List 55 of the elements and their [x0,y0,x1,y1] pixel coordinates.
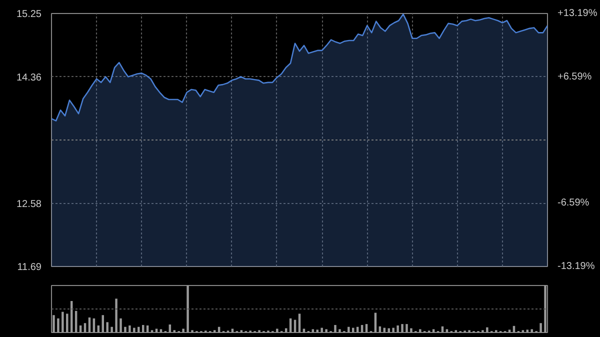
bar [338,329,341,332]
bar [302,328,306,332]
bar [320,328,323,332]
bar [486,327,488,332]
bar [186,286,189,332]
bar [182,328,184,332]
bar [446,329,448,332]
bar [66,314,68,332]
y-tick-label: 14.36 [16,72,42,84]
bar [360,324,364,332]
bar [106,322,108,332]
bar [155,328,158,332]
y-tick-label: 12.58 [16,198,42,210]
bar [231,328,234,332]
bar [334,324,336,332]
bar [276,328,278,332]
bar [84,323,86,332]
bar [508,330,511,332]
y2-tick-label: -6.59% [558,198,590,209]
bar [325,329,328,332]
bar [410,328,412,332]
bar [316,330,318,332]
bar [120,318,122,332]
bar [138,326,140,332]
y2-tick-label: +6.59% [558,71,592,82]
bar [348,326,350,332]
bar [401,324,404,332]
y2-tick-label: +13.19% [558,8,598,19]
bar [124,326,126,332]
bar [396,325,399,332]
bar [544,286,546,332]
bar [526,330,529,332]
bar [102,315,104,332]
y-tick-label: 15.25 [16,9,42,20]
bar [530,329,533,332]
bar [110,326,113,332]
bar [115,298,118,332]
y-tick-label: 11.69 [17,262,42,273]
bar [62,312,64,332]
bar [419,329,422,332]
bar [128,325,131,332]
bar [57,318,60,332]
bar [540,323,542,332]
bar [88,317,91,332]
bar [142,324,144,332]
bar [298,314,301,332]
y2-tick-label: -13.19% [558,261,595,272]
bar [432,329,435,332]
bar [312,329,314,332]
bar [392,328,394,332]
bar [160,329,162,332]
bar [406,324,408,332]
bar [168,324,172,332]
bar [133,328,136,332]
bar [52,315,55,332]
